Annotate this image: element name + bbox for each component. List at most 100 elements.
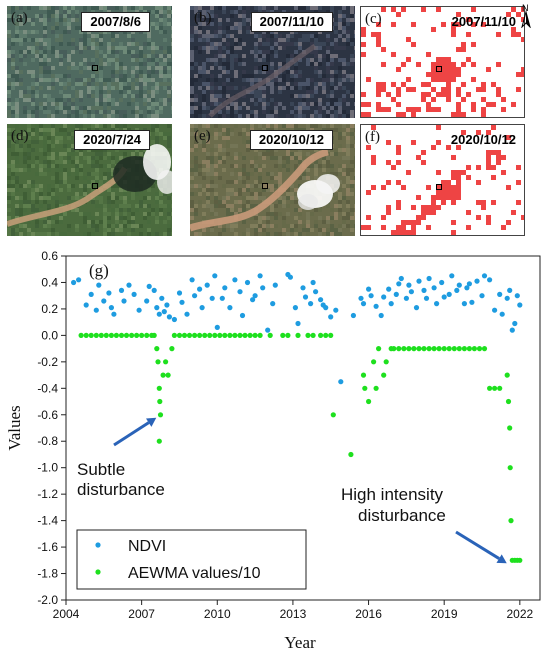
ndvi-point [164, 302, 170, 308]
aewma-point [360, 372, 367, 378]
panel-date: 2007/8/6 [81, 12, 150, 32]
y-tick-label: -1.4 [37, 514, 58, 528]
y-tick-label: -1.0 [37, 461, 58, 475]
ndvi-point [118, 287, 125, 293]
aewma-point [436, 346, 442, 352]
ndvi-point [413, 305, 420, 311]
ndvi-point [250, 297, 256, 303]
annotation-subtle-line2: disturbance [77, 480, 165, 499]
north-arrow-icon: N [521, 3, 531, 28]
ndvi-point [499, 311, 505, 317]
aewma-point [310, 332, 316, 338]
ndvi-point [219, 295, 225, 301]
aewma-point [497, 385, 503, 391]
ndvi-point [71, 279, 77, 286]
aewma-point [118, 332, 125, 338]
panel-label: (b) [194, 10, 212, 26]
arrow-head-icon [146, 417, 157, 427]
ndvi-point [318, 297, 324, 303]
ndvi-point [199, 305, 205, 311]
aewma-point [227, 332, 233, 338]
aewma-point [381, 372, 387, 378]
aewma-point [151, 332, 157, 338]
ndvi-point [313, 289, 319, 295]
ndvi-point [197, 286, 203, 292]
annotation-arrow [455, 530, 500, 560]
aewma-point [295, 332, 301, 338]
aewma-point [186, 332, 193, 338]
aewma-point [362, 385, 368, 391]
panel-label: (f) [365, 129, 380, 145]
aewma-point [366, 398, 372, 405]
ndvi-point [398, 275, 404, 282]
aewma-point [207, 332, 213, 338]
aewma-point [247, 332, 253, 338]
y-tick-label: 0.0 [41, 328, 58, 342]
ndvi-point [310, 279, 316, 286]
panel-date: 2020/7/24 [74, 130, 150, 150]
ndvi-point [439, 279, 445, 286]
aewma-point [88, 332, 94, 338]
ndvi-point [350, 312, 356, 319]
aewma-point [431, 346, 437, 352]
ndvi-point [388, 301, 394, 307]
x-tick-label: 2007 [128, 607, 155, 621]
ndvi-point [292, 305, 298, 311]
pixel-marker [436, 184, 442, 190]
x-tick-label: 2013 [280, 607, 307, 621]
aewma-point [476, 346, 483, 352]
ndvi-point [227, 305, 233, 311]
aewma-point [373, 385, 379, 391]
aewma-point [348, 451, 354, 458]
aewma-point [156, 438, 162, 444]
ndvi-point [232, 277, 238, 283]
ndvi-point [416, 278, 422, 284]
ndvi-point [360, 301, 367, 307]
aewma-point [466, 346, 472, 352]
ndvi-point [108, 305, 114, 311]
ndvi-point [328, 314, 334, 320]
x-tick-label: 2010 [204, 607, 231, 621]
aewma-point [318, 332, 324, 338]
panel-f: (f) 2020/10/12 [360, 124, 525, 236]
panel-e: (e) 2020/10/12 [190, 124, 355, 236]
aewma-point [376, 346, 382, 352]
ndvi-point [88, 291, 94, 297]
ndvi-point [487, 277, 493, 283]
aewma-point [93, 332, 99, 338]
ndvi-point [171, 316, 177, 323]
aewma-point [98, 332, 104, 338]
ndvi-point [159, 295, 165, 301]
ndvi-point [257, 273, 263, 279]
aewma-point [232, 332, 238, 338]
legend-ndvi-label: NDVI [128, 538, 166, 555]
chart-panel-label: (g) [89, 261, 109, 280]
aewma-point [421, 346, 427, 352]
north-label: N [522, 3, 529, 13]
pixel-marker [262, 65, 268, 71]
x-tick-label: 2016 [355, 607, 382, 621]
ndvi-series [71, 271, 523, 385]
ndvi-point [131, 291, 137, 297]
aewma-point [492, 385, 498, 391]
y-tick-label: -0.8 [37, 434, 58, 448]
aewma-point [471, 346, 477, 352]
panel-c: (c) 2007/11/10 [360, 6, 525, 118]
ndvi-point [514, 293, 520, 299]
panel-label: (e) [194, 128, 211, 144]
ndvi-point [454, 287, 460, 293]
aewma-point [505, 398, 512, 405]
ndvi-point [93, 307, 99, 313]
ndvi-point [222, 285, 228, 291]
ndvi-point [497, 291, 503, 297]
aewma-point [157, 412, 164, 418]
ndvi-point [179, 299, 185, 305]
aewma-point [507, 425, 513, 431]
aewma-point [456, 346, 462, 352]
aewma-point [517, 557, 523, 563]
ndvi-point [481, 273, 488, 279]
ndvi-point [423, 295, 430, 301]
aewma-point [323, 332, 329, 338]
aewma-point [396, 346, 402, 352]
aewma-point [103, 332, 109, 338]
